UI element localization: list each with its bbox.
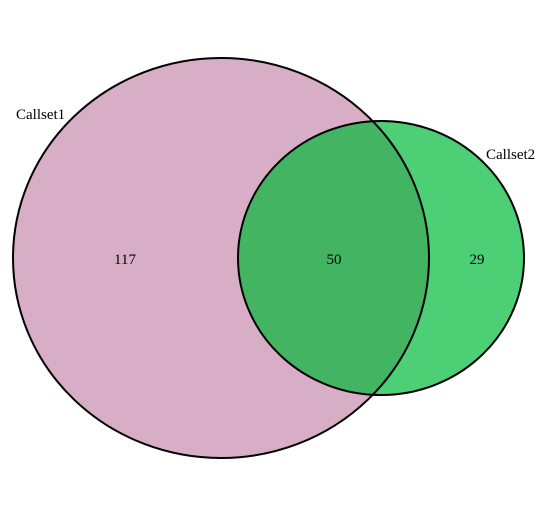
callset2-label: Callset2 (486, 147, 535, 163)
callset1-label: Callset1 (16, 107, 65, 123)
count-callset1-only: 117 (114, 252, 136, 268)
count-intersection: 50 (327, 252, 342, 268)
callset1-outline (12, 57, 430, 459)
callset2-outline (237, 120, 525, 396)
intersection-region (238, 121, 429, 395)
count-callset2-only: 29 (470, 252, 485, 268)
